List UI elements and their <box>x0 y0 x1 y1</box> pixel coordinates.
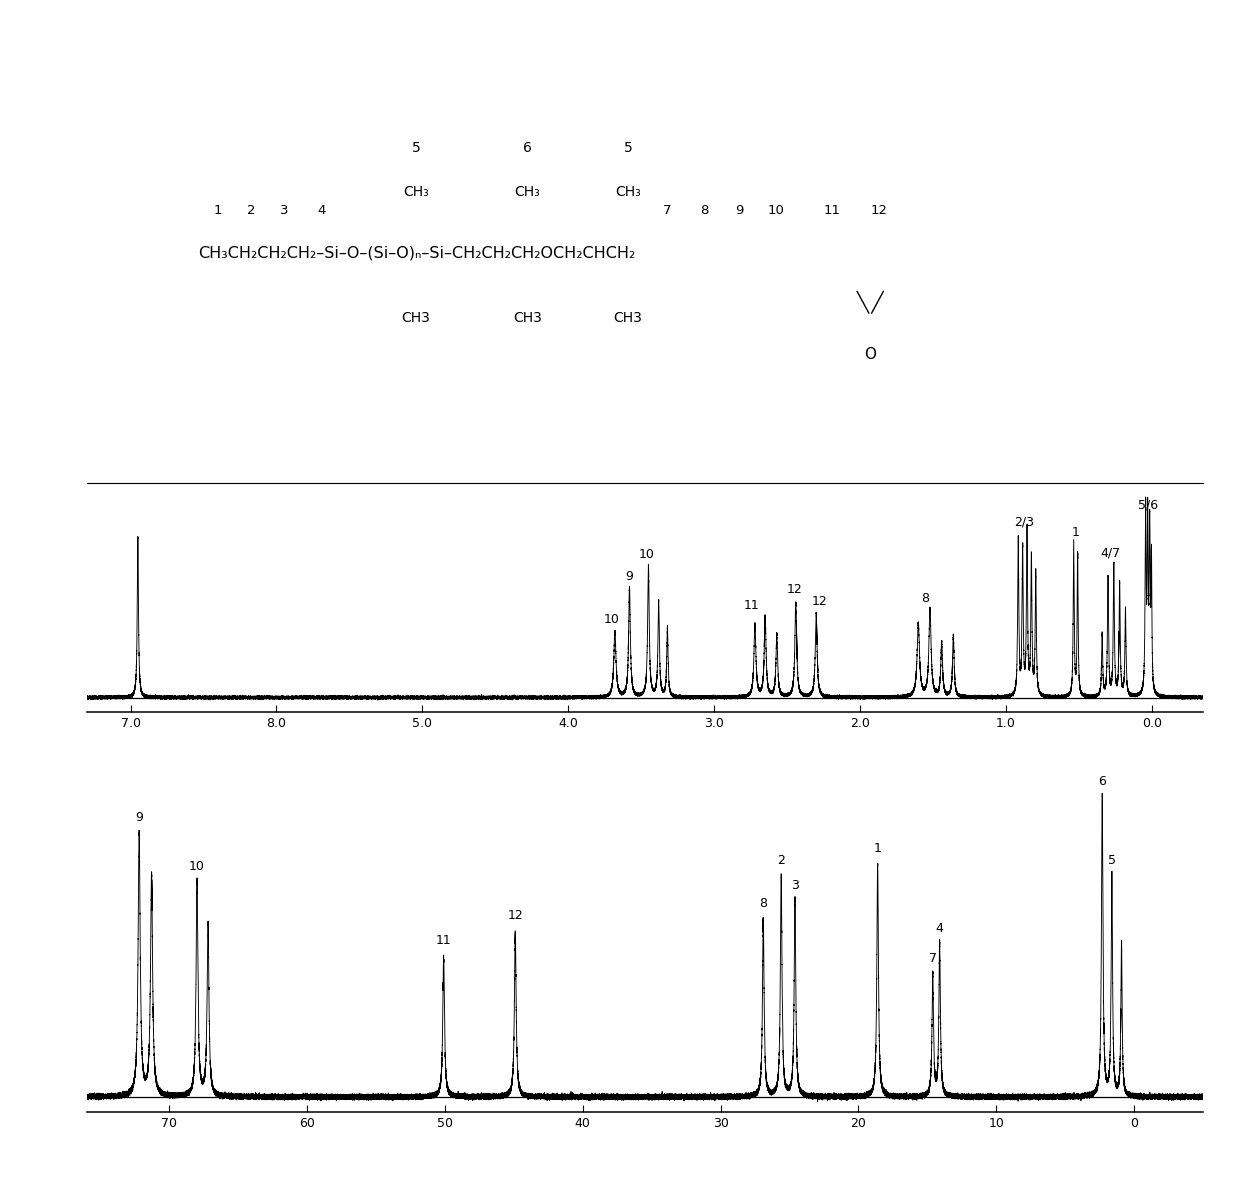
Text: 6: 6 <box>523 141 532 154</box>
Text: 2/3: 2/3 <box>1014 516 1034 528</box>
Text: 9: 9 <box>735 205 744 218</box>
Text: 10: 10 <box>188 860 205 873</box>
Text: CH3: CH3 <box>513 311 542 325</box>
Text: O: O <box>864 347 877 363</box>
Text: 9: 9 <box>625 570 634 583</box>
Text: 10: 10 <box>604 613 620 626</box>
Text: 11: 11 <box>823 205 841 218</box>
Text: 6: 6 <box>1099 774 1106 787</box>
Text: 1: 1 <box>874 842 882 855</box>
Text: 7: 7 <box>929 952 936 965</box>
Text: 3: 3 <box>791 879 799 892</box>
Text: 3: 3 <box>280 205 289 218</box>
Text: 8: 8 <box>699 205 708 218</box>
Text: 11: 11 <box>435 933 451 947</box>
Text: 5: 5 <box>624 141 632 154</box>
Text: 2: 2 <box>247 205 255 218</box>
Text: 10: 10 <box>768 205 785 218</box>
Text: 7: 7 <box>663 205 671 218</box>
Text: 1: 1 <box>1071 526 1080 539</box>
Text: 5/6: 5/6 <box>1137 499 1158 512</box>
Text: 5: 5 <box>412 141 420 154</box>
Text: CH₃: CH₃ <box>615 186 641 199</box>
Text: CH3: CH3 <box>614 311 642 325</box>
Text: 4: 4 <box>317 205 325 218</box>
Text: 2: 2 <box>777 855 785 867</box>
Text: 4: 4 <box>936 922 944 935</box>
Text: CH₃CH₂CH₂CH₂–Si–O–(Si–O)ₙ–Si–CH₂CH₂CH₂OCH₂CHCH₂: CH₃CH₂CH₂CH₂–Si–O–(Si–O)ₙ–Si–CH₂CH₂CH₂OC… <box>198 246 636 260</box>
Text: 1: 1 <box>213 205 222 218</box>
Text: CH₃: CH₃ <box>403 186 429 199</box>
Text: CH₃: CH₃ <box>515 186 541 199</box>
Text: 4/7: 4/7 <box>1100 546 1120 559</box>
Text: 8: 8 <box>759 897 768 910</box>
Text: 9: 9 <box>135 811 143 824</box>
Text: 12: 12 <box>811 596 827 609</box>
Text: 12: 12 <box>507 910 523 923</box>
Text: 11: 11 <box>744 599 760 612</box>
Text: 8: 8 <box>921 592 929 605</box>
Text: 10: 10 <box>639 548 655 561</box>
Text: 12: 12 <box>870 205 888 218</box>
Text: 12: 12 <box>786 583 802 596</box>
Text: 5: 5 <box>1107 855 1116 867</box>
Text: CH3: CH3 <box>402 311 430 325</box>
